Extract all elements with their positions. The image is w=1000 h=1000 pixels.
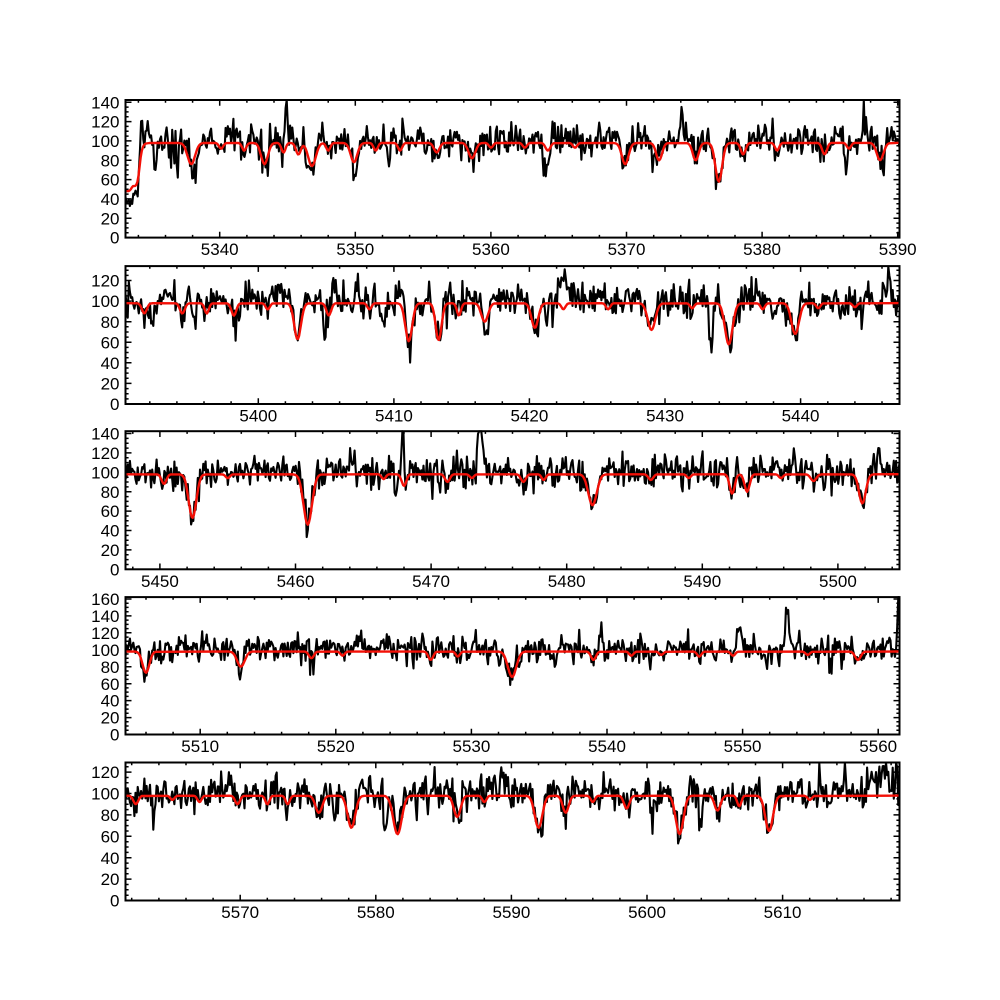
svg-text:0: 0: [110, 395, 119, 414]
svg-text:80: 80: [101, 806, 120, 825]
svg-text:0: 0: [110, 892, 119, 911]
svg-text:5340: 5340: [201, 240, 239, 259]
svg-text:80: 80: [101, 151, 120, 170]
svg-text:5390: 5390: [879, 240, 917, 259]
svg-text:40: 40: [101, 190, 120, 209]
svg-text:40: 40: [101, 354, 120, 373]
svg-text:40: 40: [101, 522, 120, 541]
svg-text:120: 120: [91, 624, 119, 643]
svg-text:140: 140: [91, 425, 119, 444]
svg-text:5440: 5440: [782, 407, 820, 426]
svg-text:5450: 5450: [141, 572, 179, 591]
svg-text:5530: 5530: [452, 737, 490, 756]
svg-text:140: 140: [91, 607, 119, 626]
svg-text:5460: 5460: [277, 572, 315, 591]
svg-text:0: 0: [110, 229, 119, 248]
svg-text:20: 20: [101, 541, 120, 560]
svg-text:120: 120: [91, 763, 119, 782]
svg-text:100: 100: [91, 785, 119, 804]
svg-text:5580: 5580: [357, 903, 395, 922]
svg-text:100: 100: [91, 641, 119, 660]
svg-text:20: 20: [101, 709, 120, 728]
svg-text:40: 40: [101, 849, 120, 868]
svg-text:5550: 5550: [724, 737, 762, 756]
svg-text:5410: 5410: [375, 407, 413, 426]
svg-text:80: 80: [101, 658, 120, 677]
svg-text:5360: 5360: [472, 240, 510, 259]
svg-text:160: 160: [91, 590, 119, 609]
svg-text:5600: 5600: [628, 903, 666, 922]
svg-text:100: 100: [91, 132, 119, 151]
svg-text:5610: 5610: [764, 903, 802, 922]
svg-text:5430: 5430: [646, 407, 684, 426]
svg-text:20: 20: [101, 209, 120, 228]
svg-text:60: 60: [101, 502, 120, 521]
svg-text:5560: 5560: [859, 737, 897, 756]
svg-text:80: 80: [101, 313, 120, 332]
svg-text:40: 40: [101, 692, 120, 711]
svg-text:5590: 5590: [492, 903, 530, 922]
svg-text:100: 100: [91, 463, 119, 482]
svg-text:5500: 5500: [819, 572, 857, 591]
svg-text:120: 120: [91, 272, 119, 291]
svg-text:80: 80: [101, 483, 120, 502]
svg-text:5470: 5470: [412, 572, 450, 591]
svg-text:5370: 5370: [608, 240, 646, 259]
svg-text:5400: 5400: [239, 407, 277, 426]
svg-text:5380: 5380: [743, 240, 781, 259]
svg-text:0: 0: [110, 726, 119, 745]
svg-text:60: 60: [101, 675, 120, 694]
svg-text:120: 120: [91, 444, 119, 463]
svg-text:5520: 5520: [317, 737, 355, 756]
svg-text:5420: 5420: [510, 407, 548, 426]
svg-text:5570: 5570: [221, 903, 259, 922]
svg-text:100: 100: [91, 292, 119, 311]
svg-text:60: 60: [101, 171, 120, 190]
svg-text:20: 20: [101, 870, 120, 889]
svg-text:60: 60: [101, 333, 120, 352]
svg-text:140: 140: [91, 93, 119, 112]
svg-text:0: 0: [110, 560, 119, 579]
svg-text:5510: 5510: [181, 737, 219, 756]
svg-text:120: 120: [91, 113, 119, 132]
svg-text:60: 60: [101, 827, 120, 846]
svg-text:5350: 5350: [336, 240, 374, 259]
svg-text:5490: 5490: [683, 572, 721, 591]
svg-text:20: 20: [101, 375, 120, 394]
svg-text:5480: 5480: [548, 572, 586, 591]
svg-text:5540: 5540: [588, 737, 626, 756]
